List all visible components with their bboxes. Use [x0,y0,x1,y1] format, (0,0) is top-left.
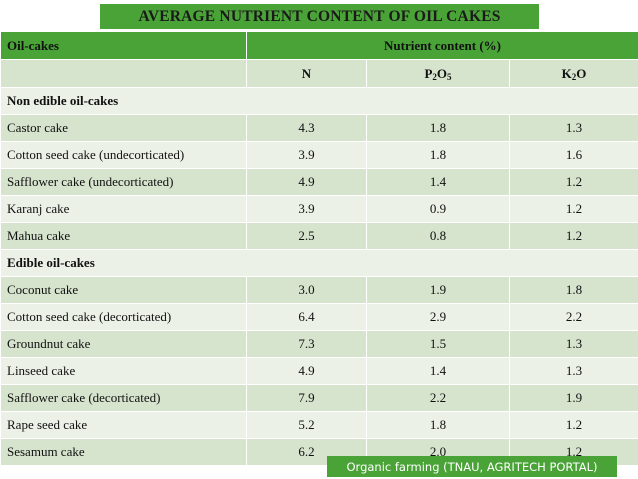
section-label-edible: Edible oil-cakes [0,249,638,277]
cell-oil-cake-name: Sesamum cake [0,438,247,466]
table-row: Linseed cake 4.9 1.4 1.3 [0,357,638,385]
cell-oil-cake-name: Safflower cake (undecorticated) [0,168,247,196]
cell-n-value: 3.0 [246,276,367,304]
cell-k2o-value: 1.2 [509,222,638,250]
cell-n-value: 4.9 [246,168,367,196]
p-subscript-5: 5 [447,71,452,82]
p-symbol: P [424,65,433,81]
cell-k2o-value: 1.2 [509,411,638,439]
subheader-p2o5: P2O5 [366,59,510,88]
cell-p2o5-value: 1.8 [366,141,510,169]
cell-n-value: 7.3 [246,330,367,358]
cell-n-value: 7.9 [246,384,367,412]
table-row: Coconut cake 3.0 1.9 1.8 [0,276,638,304]
cell-n-value: 4.9 [246,357,367,385]
cell-k2o-value: 2.2 [509,303,638,331]
source-footer: Organic farming (TNAU, AGRITECH PORTAL) [327,456,617,477]
cell-p2o5-value: 2.9 [366,303,510,331]
section-row-non-edible: Non edible oil-cakes [0,87,638,115]
cell-p2o5-value: 1.4 [366,168,510,196]
cell-k2o-value: 1.3 [509,114,638,142]
cell-k2o-value: 1.2 [509,195,638,223]
cell-k2o-value: 1.3 [509,357,638,385]
cell-p2o5-value: 0.9 [366,195,510,223]
section-row-edible: Edible oil-cakes [0,249,638,277]
table-header-row: Oil-cakes Nutrient content (%) [0,31,638,60]
table-row: Safflower cake (undecorticated) 4.9 1.4 1.2 [0,168,638,196]
table-row: Cotton seed cake (decorticated) 6.4 2.9 2.2 [0,303,638,331]
cell-k2o-value: 1.9 [509,384,638,412]
cell-p2o5-value: 0.8 [366,222,510,250]
table-row: Mahua cake 2.5 0.8 1.2 [0,222,638,250]
cell-p2o5-value: 1.4 [366,357,510,385]
cell-n-value: 2.5 [246,222,367,250]
k-subscript-2: 2 [571,71,577,82]
cell-oil-cake-name: Safflower cake (decorticated) [0,384,247,412]
cell-oil-cake-name: Karanj cake [0,195,247,223]
cell-oil-cake-name: Coconut cake [0,276,247,304]
table-row: Groundnut cake 7.3 1.5 1.3 [0,330,638,358]
subheader-n: N [246,59,367,88]
cell-p2o5-value: 1.8 [366,114,510,142]
table-subheader-row: N P2O5 K2O [0,59,638,88]
cell-k2o-value: 1.6 [509,141,638,169]
table-row: Rape seed cake 5.2 1.8 1.2 [0,411,638,439]
header-nutrient-content: Nutrient content (%) [246,31,638,60]
table-row: Castor cake 4.3 1.8 1.3 [0,114,638,142]
cell-p2o5-value: 2.2 [366,384,510,412]
cell-oil-cake-name: Mahua cake [0,222,247,250]
cell-k2o-value: 1.3 [509,330,638,358]
table-row: Safflower cake (decorticated) 7.9 2.2 1.9 [0,384,638,412]
subheader-k2o: K2O [509,59,638,88]
cell-oil-cake-name: Castor cake [0,114,247,142]
cell-p2o5-value: 1.8 [366,411,510,439]
cell-p2o5-value: 1.5 [366,330,510,358]
slide-title: AVERAGE NUTRIENT CONTENT OF OIL CAKES [100,4,539,29]
p-subscript-2: 2 [432,71,437,82]
o-symbol-p: O [436,65,448,81]
table-row: Cotton seed cake (undecorticated) 3.9 1.8 1… [0,141,638,169]
cell-k2o-value: 1.8 [509,276,638,304]
cell-oil-cake-name: Cotton seed cake (undecorticated) [0,141,247,169]
cell-p2o5-value: 1.9 [366,276,510,304]
table-row: Karanj cake 3.9 0.9 1.2 [0,195,638,223]
subheader-empty [0,59,247,88]
o-symbol-k: O [576,65,587,81]
header-oil-cakes: Oil-cakes [0,31,247,60]
cell-oil-cake-name: Groundnut cake [0,330,247,358]
cell-oil-cake-name: Cotton seed cake (decorticated) [0,303,247,331]
cell-n-value: 5.2 [246,411,367,439]
cell-n-value: 4.3 [246,114,367,142]
cell-n-value: 3.9 [246,195,367,223]
section-label-non-edible: Non edible oil-cakes [0,87,638,115]
cell-n-value: 6.4 [246,303,367,331]
cell-n-value: 3.9 [246,141,367,169]
cell-k2o-value: 1.2 [509,168,638,196]
cell-oil-cake-name: Rape seed cake [0,411,247,439]
nutrient-table: Oil-cakes Nutrient content (%) N P2O5 K2… [0,31,638,466]
cell-oil-cake-name: Linseed cake [0,357,247,385]
k-symbol: K [561,65,572,81]
